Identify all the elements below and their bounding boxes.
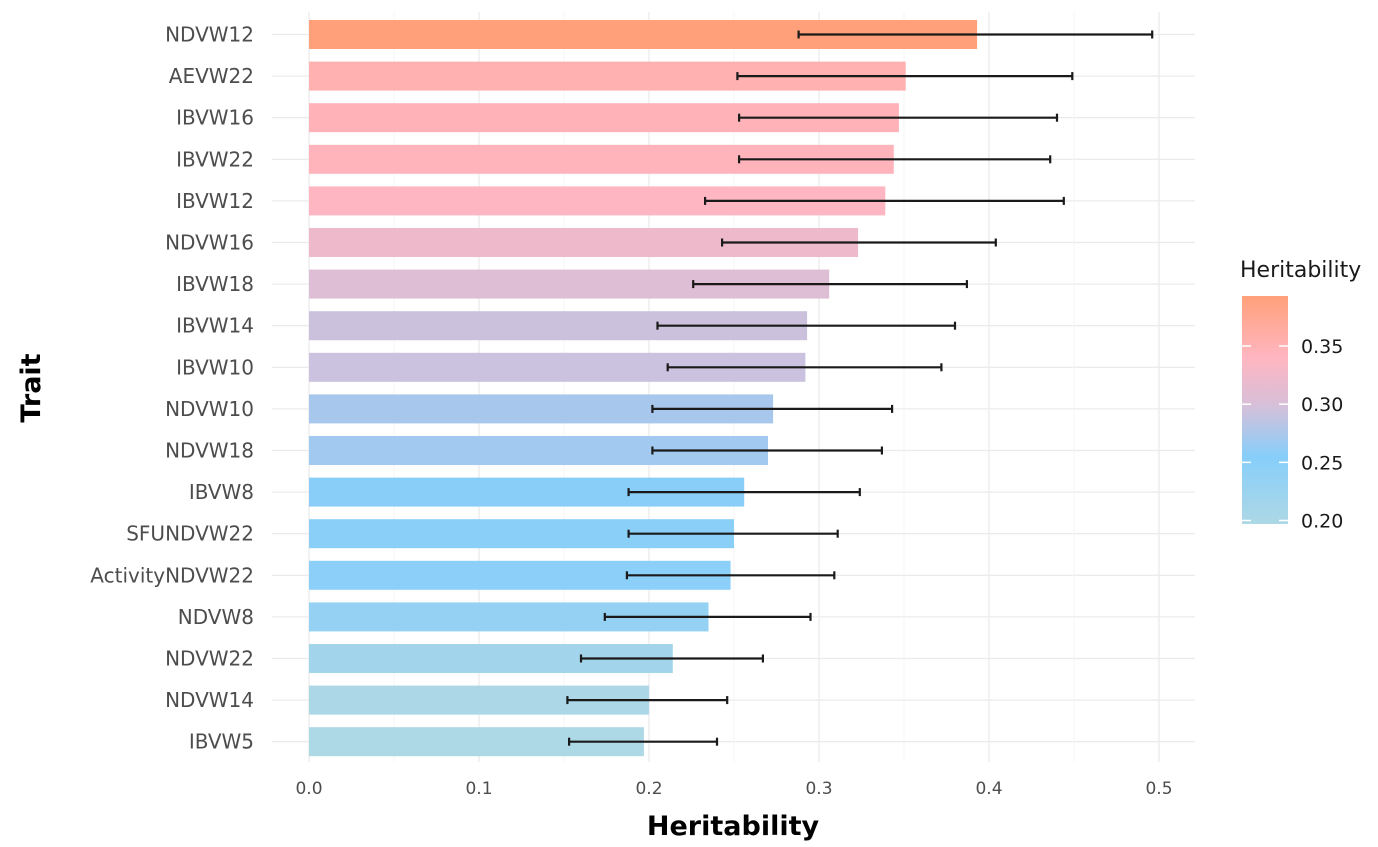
error-bar-IBVW14	[656, 321, 957, 330]
error-bar-AEVW22	[736, 72, 1074, 81]
error-bar-NDVW16	[720, 238, 997, 247]
x-axis-tick-labels: 0.0 0.1 0.2 0.3 0.4 0.5	[295, 779, 1172, 799]
legend-title: Heritability	[1240, 258, 1361, 283]
error-bar-IBVW5	[567, 737, 719, 746]
y-tick-label: NDVW14	[165, 688, 254, 712]
error-bar-NDVW14	[566, 696, 729, 705]
error-bar-IBVW12	[703, 196, 1065, 205]
error-bar-IBVW22	[737, 155, 1052, 164]
error-bar-IBVW10	[666, 363, 943, 372]
legend-tick-label: 0.25	[1301, 452, 1343, 474]
y-tick-label: NDVW16	[165, 231, 254, 255]
y-tick-label: IBVW8	[189, 480, 254, 504]
y-axis-tick-labels: NDVW12 AEVW22 IBVW16 IBVW22 IBVW12 NDVW16 IBVW…	[90, 23, 254, 754]
y-tick-label: IBVW10	[176, 355, 254, 379]
error-bar-NDVW8	[603, 612, 812, 621]
legend-tick-label: 0.30	[1301, 394, 1343, 416]
x-tick-label: 0.3	[805, 779, 832, 799]
y-tick-label: IBVW12	[176, 189, 254, 213]
error-bar-NDVW12	[797, 30, 1154, 39]
y-tick-label: IBVW14	[176, 314, 254, 338]
x-tick-label: 0.5	[1145, 779, 1172, 799]
x-tick-label: 0.1	[465, 779, 492, 799]
legend: Heritability 0.35 0.30 0.25 0.20	[1240, 258, 1361, 533]
y-tick-label: NDVW12	[165, 23, 254, 47]
y-tick-label: IBVW22	[176, 147, 254, 171]
x-axis-title: Heritability	[647, 811, 820, 842]
legend-colorbar	[1242, 296, 1288, 524]
legend-ticks: 0.35 0.30 0.25 0.20	[1242, 336, 1343, 533]
y-tick-label: IBVW16	[176, 106, 254, 130]
y-tick-label: SFUNDVW22	[126, 522, 254, 546]
bars	[309, 20, 978, 757]
error-bar-IBVW8	[627, 488, 861, 497]
y-tick-label: NDVW22	[165, 647, 254, 671]
error-bar-IBVW18	[692, 280, 969, 289]
error-bar-NDVW18	[651, 446, 884, 455]
x-tick-label: 0.4	[975, 779, 1002, 799]
error-bar-NDVW10	[651, 404, 894, 413]
error-bar-NDVW22	[579, 654, 765, 663]
error-bar-SFUNDVW22	[627, 529, 839, 538]
y-tick-label: IBVW18	[176, 272, 254, 296]
y-tick-label: ActivityNDVW22	[90, 563, 254, 587]
y-axis-title: Trait	[16, 353, 47, 422]
y-tick-label: IBVW5	[189, 730, 254, 754]
y-tick-label: NDVW18	[165, 439, 254, 463]
y-tick-label: NDVW10	[165, 397, 254, 421]
legend-tick-label: 0.35	[1301, 336, 1343, 358]
error-bar-ActivityNDVW22	[625, 571, 836, 580]
y-tick-label: AEVW22	[169, 64, 254, 88]
x-tick-label: 0.0	[295, 779, 322, 799]
error-bar-IBVW16	[737, 113, 1059, 122]
error-bars	[566, 30, 1154, 746]
legend-tick-label: 0.20	[1301, 511, 1343, 533]
y-tick-label: NDVW8	[178, 605, 254, 629]
x-tick-label: 0.2	[635, 779, 662, 799]
